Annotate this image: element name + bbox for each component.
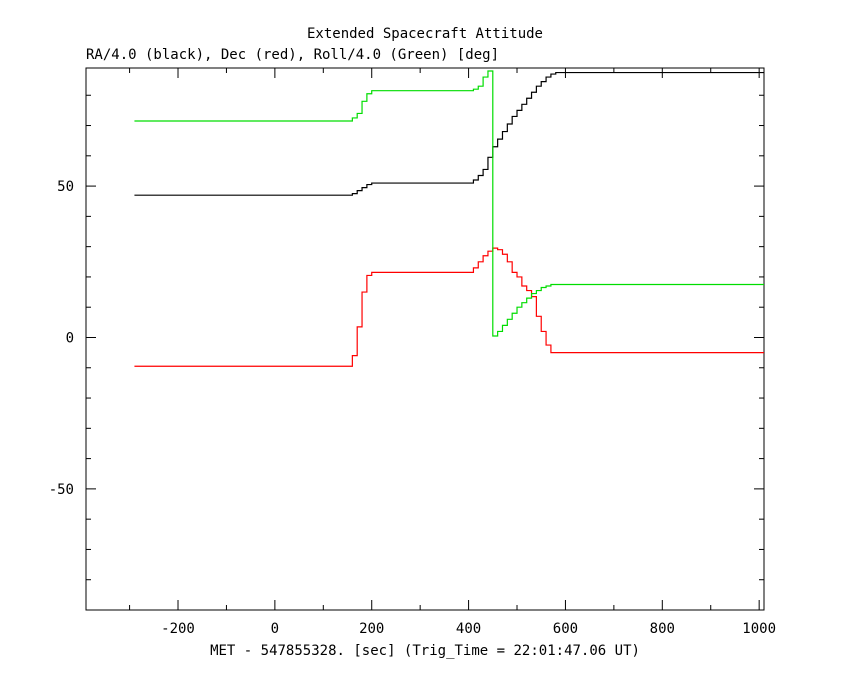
y-tick-label: -50 [49,482,74,498]
plot-frame [85,67,765,611]
x-tick-label: 1000 [742,621,776,637]
x-tick-label: 200 [359,621,384,637]
y-tick-label: 50 [57,179,74,195]
x-tick-label: 0 [271,621,279,637]
axis-ticks [86,68,764,610]
x-tick-label: 600 [553,621,578,637]
chart-title: Extended Spacecraft Attitude [307,26,543,42]
x-tick-label: 400 [456,621,481,637]
x-tick-label: -200 [161,621,195,637]
chart-subtitle: RA/4.0 (black), Dec (red), Roll/4.0 (Gre… [86,47,499,63]
x-tick-label: 800 [650,621,675,637]
y-tick-label: 0 [66,330,74,346]
series-layer [134,70,764,367]
series-line-roll-4-0 [134,70,764,337]
tick-labels: -200 0 200 400 600 800 1000 -50 0 50 [49,179,776,637]
series-line-dec [134,247,764,367]
series-line-ra-4-0 [134,71,764,196]
x-axis-label: MET - 547855328. [sec] (Trig_Time = 22:0… [210,643,640,659]
